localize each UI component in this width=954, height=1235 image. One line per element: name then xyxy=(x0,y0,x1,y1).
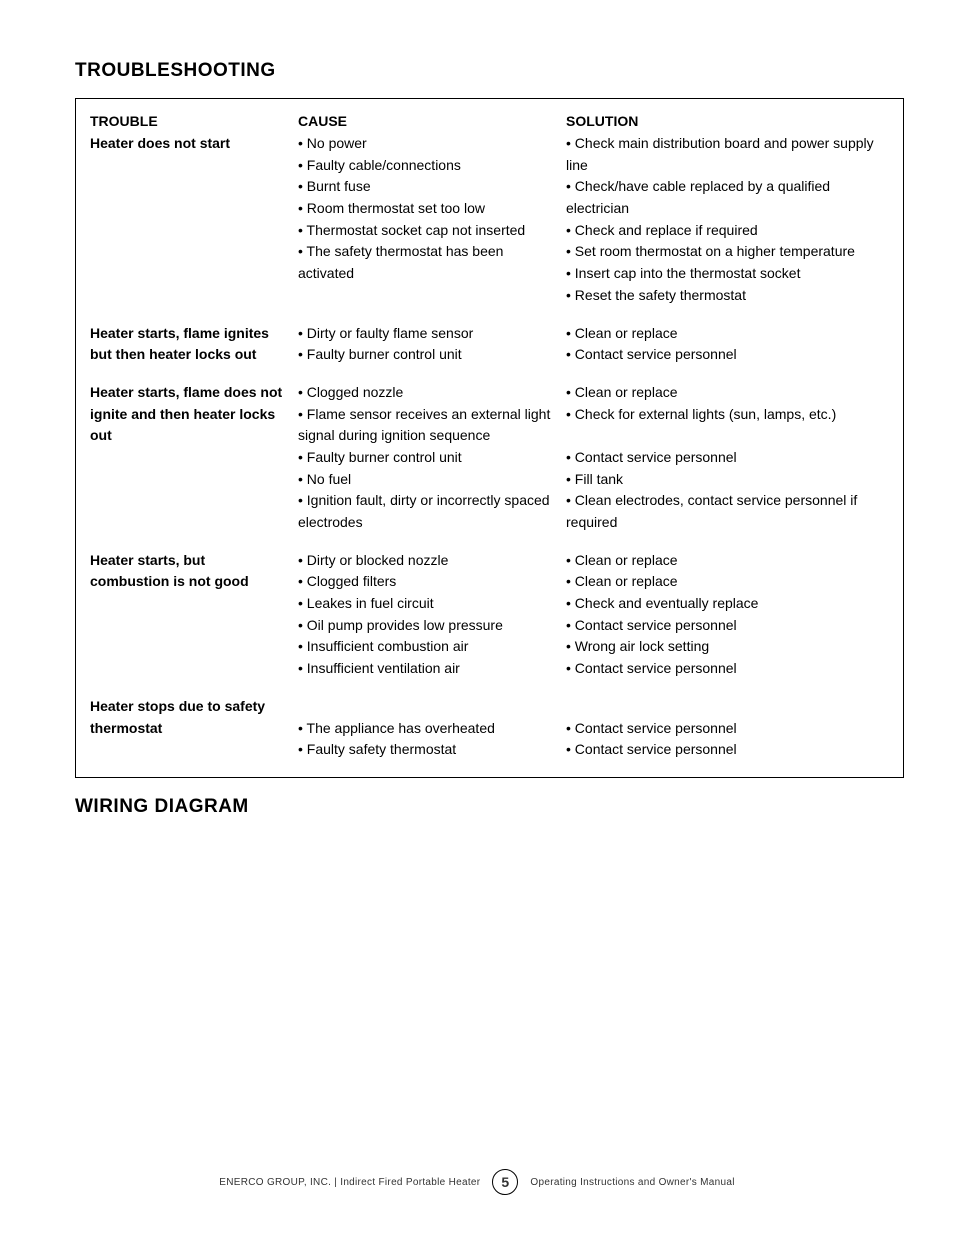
solution-line: • Clean or replace xyxy=(566,323,889,345)
solution-line: • Check for external lights (sun, lamps,… xyxy=(566,404,889,426)
trouble-label: Heater starts, flame does not ignite and… xyxy=(90,382,298,534)
cause-line: • Faulty burner control unit xyxy=(298,447,552,469)
cause-cell: • The appliance has overheated • Faulty … xyxy=(298,696,566,761)
solution-line xyxy=(566,696,889,718)
solution-line: • Clean or replace xyxy=(566,382,889,404)
cause-line xyxy=(298,696,552,718)
cause-line: • Leakes in fuel circuit xyxy=(298,593,552,615)
trouble-label: Heater does not start xyxy=(90,133,298,307)
cause-line: • Dirty or faulty flame sensor xyxy=(298,323,552,345)
solution-cell: • Clean or replace • Check for external … xyxy=(566,382,889,534)
cause-cell: • No power • Faulty cable/connections • … xyxy=(298,133,566,307)
wiring-diagram-heading: WIRING DIAGRAM xyxy=(75,796,904,818)
cause-cell: • Dirty or faulty flame sensor • Faulty … xyxy=(298,323,566,366)
trouble-label: Heater stops due to safety thermostat xyxy=(90,696,298,761)
solution-line: • Clean electrodes, contact service pers… xyxy=(566,490,889,533)
cause-line: • Faulty safety thermostat xyxy=(298,739,552,761)
cause-line: • Clogged nozzle xyxy=(298,382,552,404)
cause-line: • Faulty cable/connections xyxy=(298,155,552,177)
table-row: Heater starts, flame ignites but then he… xyxy=(90,307,889,366)
cause-line: • Burnt fuse xyxy=(298,176,552,198)
solution-line: • Contact service personnel xyxy=(566,447,889,469)
cause-line: • Room thermostat set too low xyxy=(298,198,552,220)
solution-cell: • Contact service personnel • Contact se… xyxy=(566,696,889,761)
troubleshooting-table: TROUBLE CAUSE SOLUTION Heater does not s… xyxy=(75,98,904,778)
cause-line: • Dirty or blocked nozzle xyxy=(298,550,552,572)
trouble-label: Heater starts, but combustion is not goo… xyxy=(90,550,298,680)
cause-line: • The appliance has overheated xyxy=(298,718,552,740)
cause-line: • Oil pump provides low pressure xyxy=(298,615,552,637)
solution-line: • Wrong air lock setting xyxy=(566,636,889,658)
solution-line: • Set room thermostat on a higher temper… xyxy=(566,241,889,263)
cause-cell: • Dirty or blocked nozzle • Clogged filt… xyxy=(298,550,566,680)
solution-line: • Check main distribution board and powe… xyxy=(566,133,889,176)
solution-cell: • Clean or replace • Clean or replace • … xyxy=(566,550,889,680)
page-footer: ENERCO GROUP, INC. | Indirect Fired Port… xyxy=(0,1169,954,1195)
solution-cell: • Clean or replace • Contact service per… xyxy=(566,323,889,366)
page-number: 5 xyxy=(492,1169,518,1195)
solution-line: • Insert cap into the thermostat socket xyxy=(566,263,889,285)
cause-line: • The safety thermostat has been activat… xyxy=(298,241,552,284)
solution-line: • Contact service personnel xyxy=(566,718,889,740)
solution-line: • Clean or replace xyxy=(566,571,889,593)
trouble-label: Heater starts, flame ignites but then he… xyxy=(90,323,298,366)
cause-line: • Thermostat socket cap not inserted xyxy=(298,220,552,242)
solution-line: • Contact service personnel xyxy=(566,739,889,761)
cause-line: • Insufficient combustion air xyxy=(298,636,552,658)
header-trouble: TROUBLE xyxy=(90,113,298,129)
cause-line: • Faulty burner control unit xyxy=(298,344,552,366)
solution-cell: • Check main distribution board and powe… xyxy=(566,133,889,307)
cause-line: • No fuel xyxy=(298,469,552,491)
solution-line: • Fill tank xyxy=(566,469,889,491)
table-row: Heater starts, but combustion is not goo… xyxy=(90,534,889,680)
footer-left-text: ENERCO GROUP, INC. | Indirect Fired Port… xyxy=(219,1177,480,1188)
solution-line: • Contact service personnel xyxy=(566,658,889,680)
solution-line: • Reset the safety thermostat xyxy=(566,285,889,307)
solution-line: • Contact service personnel xyxy=(566,615,889,637)
cause-line: • Flame sensor receives an external ligh… xyxy=(298,404,552,447)
footer-right-text: Operating Instructions and Owner's Manua… xyxy=(530,1177,734,1188)
cause-line: • No power xyxy=(298,133,552,155)
table-row: Heater stops due to safety thermostat • … xyxy=(90,680,889,761)
solution-line: • Check and replace if required xyxy=(566,220,889,242)
cause-line: • Ignition fault, dirty or incorrectly s… xyxy=(298,490,552,533)
table-header-row: TROUBLE CAUSE SOLUTION xyxy=(90,109,889,131)
cause-cell: • Clogged nozzle • Flame sensor receives… xyxy=(298,382,566,534)
solution-line xyxy=(566,425,889,447)
solution-line: • Clean or replace xyxy=(566,550,889,572)
header-solution: SOLUTION xyxy=(566,113,889,129)
table-row: Heater does not start • No power • Fault… xyxy=(90,131,889,307)
solution-line: • Check/have cable replaced by a qualifi… xyxy=(566,176,889,219)
table-row: Heater starts, flame does not ignite and… xyxy=(90,366,889,534)
solution-line: • Check and eventually replace xyxy=(566,593,889,615)
solution-line: • Contact service personnel xyxy=(566,344,889,366)
cause-line: • Insufficient ventilation air xyxy=(298,658,552,680)
troubleshooting-heading: TROUBLESHOOTING xyxy=(75,60,904,82)
header-cause: CAUSE xyxy=(298,113,566,129)
cause-line: • Clogged filters xyxy=(298,571,552,593)
